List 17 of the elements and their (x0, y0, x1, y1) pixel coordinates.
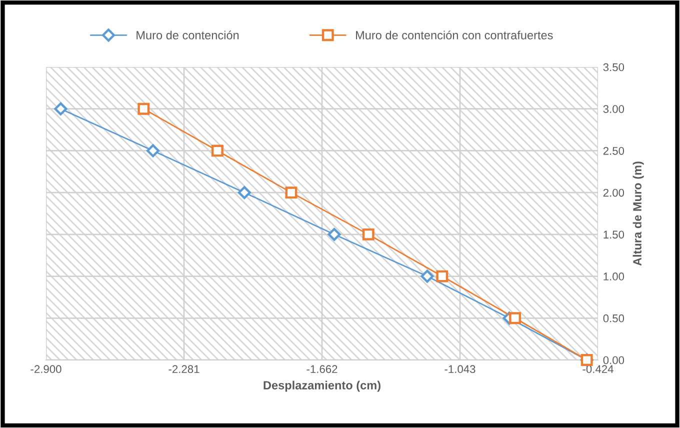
x-tick-label: -0.424 (582, 365, 614, 374)
x-tick-label: -1.662 (306, 365, 338, 374)
y-tick-label: 2.00 (603, 188, 624, 197)
x-tick-label: -2.281 (168, 365, 200, 374)
y-axis-title: Altura de Muro (m) (632, 162, 644, 266)
x-tick-label: -1.043 (444, 365, 476, 374)
y-tick-label: 1.00 (604, 272, 624, 280)
legend-label: Muro de contención (136, 30, 239, 40)
y-tick-label: 1.50 (604, 230, 624, 239)
y-tick-label: 3.50 (603, 63, 624, 72)
y-tick-label: 0.00 (603, 356, 624, 364)
y-tick-label: 0.50 (603, 314, 624, 322)
y-tick-label: 3.00 (603, 105, 624, 113)
x-axis-title: Desplazamiento (cm) (264, 380, 380, 392)
x-tick-label: -2.900 (30, 365, 62, 374)
y-tick-label: 2.50 (603, 146, 624, 155)
legend-label: Muro de contención con contrafuertes (356, 30, 553, 40)
